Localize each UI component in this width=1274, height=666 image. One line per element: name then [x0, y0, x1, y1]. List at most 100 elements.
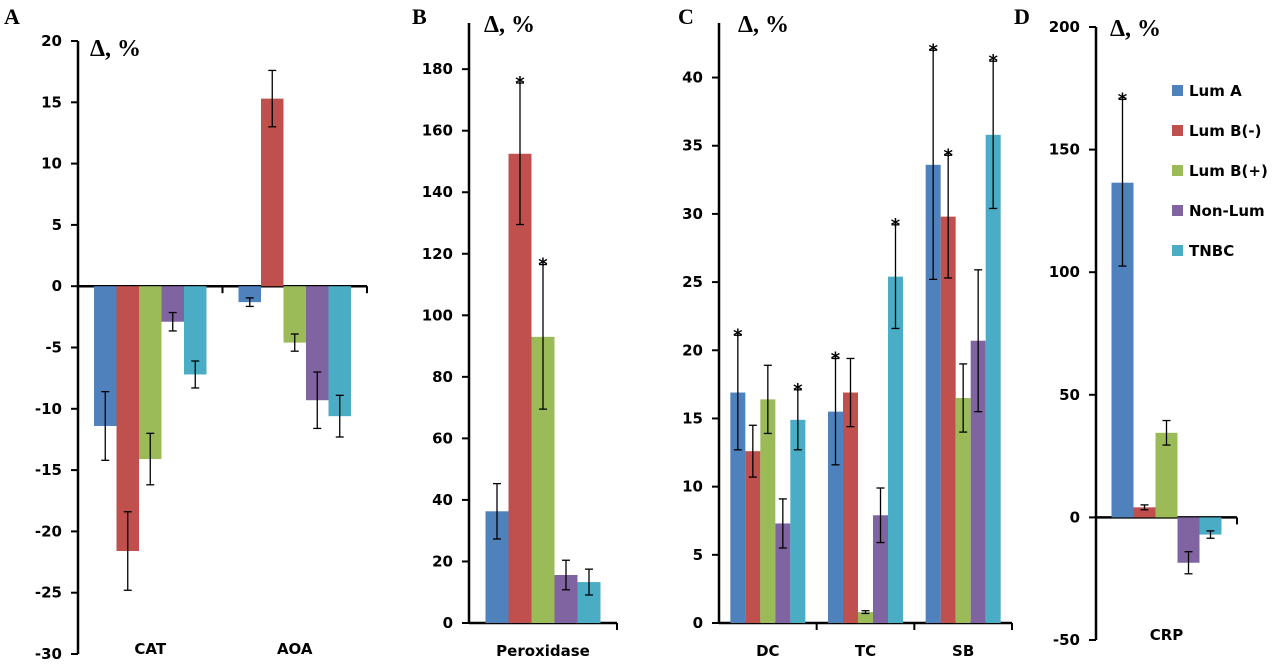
y-tick-label: 30 — [682, 205, 703, 223]
bar-lum-a — [1111, 182, 1134, 518]
y-tick-label: 5 — [52, 216, 62, 234]
y-tick-label: 20 — [432, 552, 453, 570]
bar-tnbc — [328, 286, 351, 417]
y-tick-label: 10 — [41, 155, 62, 173]
category-label: DC — [756, 642, 779, 660]
bar-lum-b- — [116, 286, 139, 552]
y-tick-label: 50 — [1059, 386, 1080, 404]
y-tick-label: 100 — [422, 306, 453, 324]
category-label: TC — [855, 642, 876, 660]
bar-non-lum — [1177, 517, 1200, 563]
y-tick-label: -5 — [45, 339, 62, 357]
bar-lum-b- — [843, 392, 858, 623]
panel-letter: A — [4, 4, 20, 29]
y-tick-label: -30 — [35, 645, 62, 663]
y-tick-label: 100 — [1049, 263, 1080, 281]
significance-marker: * — [928, 40, 938, 61]
significance-marker: * — [538, 255, 548, 276]
y-tick-label: 150 — [1049, 141, 1080, 159]
bar-lum-b- — [508, 153, 532, 623]
panel-letter: C — [678, 4, 694, 29]
significance-marker: * — [831, 348, 841, 369]
bar-tnbc — [888, 276, 903, 623]
bar-non-lum — [161, 286, 184, 322]
bar-tnbc — [184, 286, 207, 375]
legend-label: Lum A — [1189, 82, 1242, 100]
significance-marker: * — [891, 215, 901, 236]
y-tick-label: -25 — [35, 584, 62, 602]
y-tick-label: 160 — [422, 122, 453, 140]
y-tick-label: 15 — [682, 409, 703, 427]
bar-lum-b- — [745, 451, 761, 623]
bar-lum-b- — [1133, 507, 1156, 518]
panel-c: C Δ, % 40 35 30 25 20 15 10 5 0 DC * * TC * * SB * * * — [678, 4, 1013, 660]
y-tick-label: 80 — [432, 368, 453, 386]
bar-lum-b- — [139, 286, 162, 460]
bar-lum-b- — [955, 398, 971, 623]
y-tick-label: 20 — [682, 341, 703, 359]
y-tick-label: 40 — [432, 491, 453, 509]
legend-swatch — [1172, 165, 1183, 176]
y-tick-label: 0 — [1070, 508, 1080, 526]
category-label: AOA — [277, 640, 313, 658]
significance-marker: * — [733, 325, 743, 346]
bar-lum-b- — [940, 216, 956, 624]
bar-lum-b- — [531, 336, 555, 623]
y-axis-label: Δ, % — [738, 12, 789, 38]
significance-marker: * — [988, 51, 998, 72]
category-label: SB — [952, 642, 974, 660]
y-tick-label: 0 — [52, 277, 62, 295]
y-tick-label: 25 — [682, 273, 703, 291]
legend-label: Lum B(-) — [1189, 122, 1261, 140]
bar-tnbc — [985, 134, 1001, 623]
bar-non-lum — [306, 286, 329, 401]
category-label: CAT — [134, 640, 166, 658]
y-tick-label: 200 — [1049, 18, 1080, 36]
panel-d: D Δ, % 200 150 100 50 0 -50 CRP * — [1014, 4, 1238, 649]
y-tick-label: -10 — [35, 400, 62, 418]
legend-label: Non-Lum — [1189, 202, 1265, 220]
legend-label: Lum B(+) — [1189, 162, 1268, 180]
bar-lum-a — [238, 286, 261, 303]
bar-lum-b- — [760, 399, 776, 623]
significance-marker: * — [793, 380, 803, 401]
legend-swatch — [1172, 245, 1183, 256]
bar-tnbc — [577, 582, 601, 623]
bar-lum-b- — [283, 286, 306, 343]
legend-swatch — [1172, 85, 1183, 96]
y-tick-label: -20 — [35, 522, 62, 540]
y-tick-label: 40 — [682, 69, 703, 87]
y-tick-label: 120 — [422, 245, 453, 263]
legend-label: TNBC — [1189, 242, 1234, 260]
y-tick-label: 140 — [422, 183, 453, 201]
y-tick-label: 60 — [432, 429, 453, 447]
significance-marker: * — [1118, 89, 1128, 110]
y-tick-label: 20 — [41, 32, 62, 50]
category-label: Peroxidase — [496, 642, 590, 660]
legend-swatch — [1172, 205, 1183, 216]
bar-lum-b- — [858, 612, 873, 623]
panel-letter: B — [412, 4, 427, 29]
y-tick-label: 0 — [443, 614, 453, 632]
y-tick-label: 180 — [422, 60, 453, 78]
bar-lum-b- — [261, 98, 284, 287]
y-tick-label: 35 — [682, 137, 703, 155]
category-label: CRP — [1150, 626, 1184, 644]
y-tick-label: -50 — [1053, 631, 1080, 649]
significance-marker: * — [943, 145, 953, 166]
y-tick-label: -15 — [35, 461, 62, 479]
legend-swatch — [1172, 125, 1183, 136]
panel-letter: D — [1014, 4, 1030, 29]
legend: Lum A Lum B(-) Lum B(+) Non-Lum TNBC — [1172, 82, 1268, 260]
y-tick-label: 5 — [693, 546, 703, 564]
y-axis-label: Δ, % — [484, 12, 535, 38]
bar-lum-a — [485, 511, 509, 623]
y-tick-label: 10 — [682, 478, 703, 496]
y-tick-label: 15 — [41, 93, 62, 111]
bar-tnbc — [1199, 517, 1222, 535]
panel-b: B Δ, % 180 160 140 120 100 80 60 40 20 0 Peroxidase *… — [412, 4, 618, 660]
bar-lum-a — [94, 286, 117, 426]
significance-marker: * — [515, 73, 525, 94]
bar-tnbc — [790, 419, 806, 623]
